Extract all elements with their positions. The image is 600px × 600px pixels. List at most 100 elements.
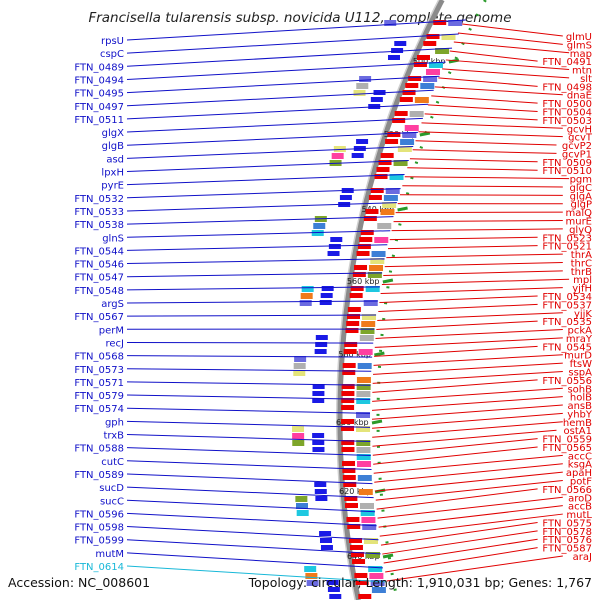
forward-gene[interactable]: [363, 216, 377, 221]
gene-block[interactable]: [368, 566, 383, 572]
gene-label-left[interactable]: FTN_0533: [74, 207, 124, 218]
gene-block[interactable]: [295, 496, 308, 502]
forward-gene[interactable]: [342, 475, 356, 480]
reverse-gene[interactable]: [312, 391, 325, 396]
gene-block[interactable]: [304, 566, 317, 572]
gene-label-left[interactable]: FTN_0489: [74, 62, 124, 73]
gene-block[interactable]: [356, 83, 369, 89]
gene-block[interactable]: [356, 384, 371, 390]
gene-block[interactable]: [365, 552, 380, 558]
forward-gene[interactable]: [354, 573, 368, 578]
gene-label-left[interactable]: FTN_0567: [74, 312, 124, 323]
forward-gene[interactable]: [426, 34, 440, 39]
forward-gene[interactable]: [352, 559, 366, 564]
gene-block[interactable]: [357, 475, 372, 481]
gene-label-right[interactable]: ksgA: [568, 460, 592, 471]
forward-gene[interactable]: [343, 349, 357, 354]
reverse-gene[interactable]: [328, 244, 341, 249]
gene-block[interactable]: [360, 510, 375, 516]
gene-label-left[interactable]: FTN_0532: [74, 194, 124, 205]
gene-block[interactable]: [293, 363, 306, 369]
gene-label-right[interactable]: pckA: [568, 326, 593, 337]
forward-gene[interactable]: [380, 153, 394, 158]
reverse-gene[interactable]: [321, 286, 334, 291]
reverse-gene[interactable]: [329, 594, 342, 599]
forward-gene[interactable]: [345, 328, 359, 333]
forward-gene[interactable]: [392, 118, 406, 123]
gene-label-right[interactable]: dnaE: [567, 91, 592, 102]
gene-label-left[interactable]: FTN_0573: [74, 365, 124, 376]
gene-label-right[interactable]: slt: [580, 74, 592, 85]
gene-label-right[interactable]: thrC: [571, 258, 592, 269]
gene-label-left[interactable]: FTN_0599: [74, 536, 124, 547]
forward-gene[interactable]: [358, 594, 372, 599]
gene-label-right[interactable]: glyQ: [569, 225, 592, 236]
gene-label-right[interactable]: mutL: [566, 510, 592, 521]
forward-gene[interactable]: [343, 482, 357, 487]
forward-gene[interactable]: [370, 188, 384, 193]
gene-label-right[interactable]: FTN_0498: [542, 82, 592, 93]
gene-block[interactable]: [371, 251, 386, 257]
gene-block[interactable]: [448, 20, 463, 26]
forward-gene[interactable]: [378, 160, 392, 165]
reverse-gene[interactable]: [320, 293, 333, 298]
gene-label-right[interactable]: holB: [570, 393, 592, 404]
gene-block[interactable]: [363, 538, 378, 544]
forward-gene[interactable]: [365, 209, 379, 214]
forward-gene[interactable]: [350, 286, 364, 291]
gene-features[interactable]: [292, 20, 463, 599]
gene-label-right[interactable]: yjjK: [574, 309, 592, 320]
forward-gene[interactable]: [350, 552, 364, 557]
reverse-gene[interactable]: [319, 538, 332, 543]
reverse-gene[interactable]: [330, 237, 343, 242]
forward-gene[interactable]: [345, 503, 359, 508]
gene-label-right[interactable]: glgC: [570, 183, 592, 194]
reverse-gene[interactable]: [312, 384, 325, 389]
forward-gene[interactable]: [433, 20, 447, 25]
gene-block[interactable]: [296, 510, 309, 516]
gene-label-left[interactable]: FTN_0571: [74, 378, 124, 389]
forward-gene[interactable]: [374, 174, 388, 179]
gene-label-right[interactable]: FTN_0575: [542, 518, 592, 529]
reverse-gene[interactable]: [312, 433, 325, 438]
gene-block[interactable]: [370, 258, 385, 264]
gene-block[interactable]: [409, 111, 424, 117]
gene-label-right[interactable]: map: [570, 49, 592, 60]
gene-block[interactable]: [306, 580, 319, 586]
forward-gene[interactable]: [352, 272, 366, 277]
gene-label-left[interactable]: FTN_0547: [74, 273, 124, 284]
gene-block[interactable]: [356, 426, 371, 432]
gene-block[interactable]: [441, 34, 456, 40]
gene-label-left[interactable]: mutM: [95, 549, 124, 560]
gene-label-left[interactable]: FTN_0511: [74, 115, 124, 126]
reverse-gene[interactable]: [314, 489, 327, 494]
forward-gene[interactable]: [342, 363, 356, 368]
forward-gene[interactable]: [423, 41, 437, 46]
gene-label-right[interactable]: ansB: [567, 401, 592, 412]
gene-label-left[interactable]: FTN_0494: [74, 75, 124, 86]
reverse-gene[interactable]: [326, 580, 339, 585]
gene-block[interactable]: [356, 454, 371, 460]
forward-gene[interactable]: [344, 342, 358, 347]
gene-block[interactable]: [356, 398, 371, 404]
gene-block[interactable]: [300, 293, 313, 299]
gene-label-right[interactable]: gcvP1: [562, 149, 592, 160]
gene-label-left[interactable]: FTN_0546: [74, 260, 124, 271]
gene-label-right[interactable]: murE: [565, 217, 592, 228]
gene-label-right[interactable]: mpl: [573, 275, 592, 286]
forward-gene[interactable]: [346, 517, 360, 522]
gene-label-right[interactable]: ostA1: [564, 426, 592, 437]
gene-block[interactable]: [384, 20, 397, 26]
forward-gene[interactable]: [341, 398, 355, 403]
gene-label-right[interactable]: accB: [568, 502, 592, 513]
gene-label-left[interactable]: FTN_0544: [74, 246, 124, 257]
forward-gene[interactable]: [387, 132, 401, 137]
gene-label-right[interactable]: malQ: [565, 208, 592, 219]
gene-label-left[interactable]: recJ: [106, 338, 125, 349]
right-gene-labels[interactable]: glmUglmSmapFTN_0491mtnsltFTN_0498dnaEFTN…: [371, 23, 593, 582]
gene-block[interactable]: [361, 314, 376, 320]
gene-label-right[interactable]: hemB: [563, 418, 592, 429]
gene-block[interactable]: [296, 503, 309, 509]
gene-block[interactable]: [414, 97, 429, 103]
gene-label-left[interactable]: argS: [101, 299, 124, 310]
